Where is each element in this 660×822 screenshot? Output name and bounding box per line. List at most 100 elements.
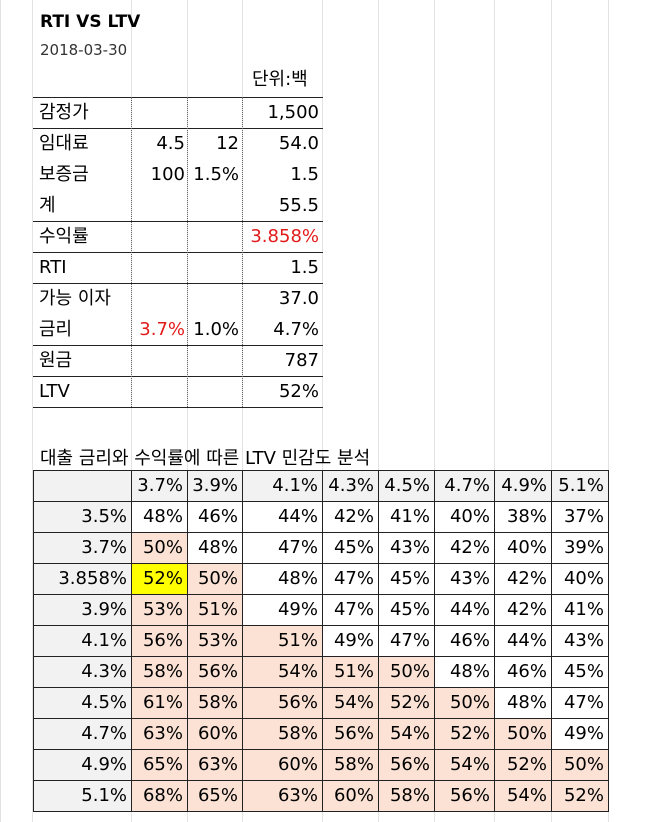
- summary-row-label: 감정가: [39, 102, 89, 123]
- ltv-cell: 63%: [132, 719, 188, 750]
- ltv-cell: 53%: [188, 626, 243, 657]
- ltv-cell: 56%: [132, 626, 188, 657]
- ltv-cell: 58%: [132, 657, 188, 688]
- ltv-cell: 47%: [323, 564, 379, 595]
- table-divider: [131, 97, 132, 407]
- summary-row-a: 4.5: [156, 133, 185, 154]
- col-header: 3.9%: [188, 471, 243, 502]
- ltv-cell: 53%: [132, 595, 188, 626]
- ltv-cell: 63%: [188, 750, 243, 781]
- ltv-cell: 43%: [379, 533, 435, 564]
- summary-row: 보증금 100 1.5% 1.5: [33, 159, 323, 190]
- ltv-cell: 42%: [323, 502, 379, 533]
- summary-row-value: 1,500: [267, 102, 319, 123]
- ltv-cell: 52%: [552, 781, 609, 812]
- unit-label: 단위:백: [252, 69, 308, 90]
- ltv-cell: 65%: [132, 750, 188, 781]
- ltv-cell: 65%: [188, 781, 243, 812]
- corner-cell: [34, 471, 132, 502]
- ltv-cell: 54%: [495, 781, 552, 812]
- ltv-cell: 50%: [495, 719, 552, 750]
- ltv-cell: 56%: [435, 781, 495, 812]
- col-header: 5.1%: [552, 471, 609, 502]
- ltv-cell: 52%: [495, 750, 552, 781]
- summary-row-label: 보증금: [39, 164, 89, 185]
- ltv-cell: 45%: [379, 595, 435, 626]
- ltv-cell: 47%: [323, 595, 379, 626]
- ltv-cell: 51%: [323, 657, 379, 688]
- ltv-cell: 52%: [379, 688, 435, 719]
- summary-row-value: 52%: [278, 381, 319, 402]
- ltv-cell: 41%: [552, 595, 609, 626]
- summary-row-b: 1.5%: [193, 164, 239, 185]
- summary-row: 가능 이자 37.0: [33, 283, 323, 314]
- ltv-cell: 56%: [243, 688, 323, 719]
- ltv-cell: 39%: [552, 533, 609, 564]
- col-header: 4.5%: [379, 471, 435, 502]
- ltv-cell: 58%: [323, 750, 379, 781]
- summary-row: 원금 787: [33, 345, 323, 376]
- row-header: 3.9%: [34, 595, 132, 626]
- ltv-cell: 43%: [435, 564, 495, 595]
- row-header: 4.1%: [34, 626, 132, 657]
- ltv-cell: 54%: [323, 688, 379, 719]
- row-header: 4.7%: [34, 719, 132, 750]
- ltv-cell: 42%: [435, 533, 495, 564]
- row-header: 3.7%: [34, 533, 132, 564]
- ltv-cell: 54%: [435, 750, 495, 781]
- ltv-cell: 47%: [552, 688, 609, 719]
- table-border: [33, 97, 323, 98]
- ltv-cell: 50%: [188, 564, 243, 595]
- summary-row-b: 1.0%: [193, 319, 239, 340]
- col-header: 4.7%: [435, 471, 495, 502]
- row-header: 4.5%: [34, 688, 132, 719]
- ltv-cell: 38%: [495, 502, 552, 533]
- summary-row: RTI 1.5: [33, 252, 323, 283]
- ltv-cell: 42%: [495, 595, 552, 626]
- ltv-cell: 44%: [435, 595, 495, 626]
- ltv-cell: 46%: [495, 657, 552, 688]
- ltv-cell: 40%: [552, 564, 609, 595]
- ltv-cell: 45%: [379, 564, 435, 595]
- ltv-cell: 56%: [323, 719, 379, 750]
- ltv-cell: 46%: [435, 626, 495, 657]
- summary-row-label: 임대료: [39, 133, 89, 154]
- col-header: 4.3%: [323, 471, 379, 502]
- ltv-cell: 52%: [132, 564, 188, 595]
- ltv-cell: 49%: [323, 626, 379, 657]
- ltv-cell: 48%: [435, 657, 495, 688]
- summary-row-label: 가능 이자: [39, 288, 111, 309]
- summary-row-value: 1.5: [290, 164, 319, 185]
- ltv-cell: 56%: [188, 657, 243, 688]
- summary-row-label: 계: [39, 195, 56, 216]
- ltv-cell: 50%: [379, 657, 435, 688]
- ltv-cell: 58%: [243, 719, 323, 750]
- ltv-cell: 44%: [243, 502, 323, 533]
- ltv-cell: 49%: [243, 595, 323, 626]
- summary-row: LTV 52%: [33, 376, 323, 407]
- summary-row-label: RTI: [39, 257, 67, 278]
- table-divider: [242, 97, 243, 407]
- row-header: 3.5%: [34, 502, 132, 533]
- summary-row-value: 54.0: [278, 133, 319, 154]
- table-border: [33, 252, 323, 253]
- summary-row-label: 금리: [39, 319, 73, 340]
- ltv-cell: 40%: [495, 533, 552, 564]
- summary-row: 계 55.5: [33, 190, 323, 221]
- ltv-cell: 45%: [323, 533, 379, 564]
- summary-row-value: 55.5: [278, 195, 319, 216]
- summary-row-a: 100: [150, 164, 185, 185]
- ltv-cell: 44%: [495, 626, 552, 657]
- row-header: 5.1%: [34, 781, 132, 812]
- ltv-cell: 51%: [188, 595, 243, 626]
- ltv-cell: 42%: [495, 564, 552, 595]
- ltv-cell: 48%: [188, 533, 243, 564]
- ltv-cell: 41%: [379, 502, 435, 533]
- sheet-title: RTI VS LTV: [40, 12, 141, 32]
- ltv-cell: 68%: [132, 781, 188, 812]
- ltv-cell: 54%: [379, 719, 435, 750]
- table-border: [33, 345, 323, 346]
- ltv-cell: 58%: [379, 781, 435, 812]
- sensitivity-grid: 3.7% 3.9% 4.1% 4.3% 4.5% 4.7% 4.9% 5.1% 3.5% 48% 4…: [33, 470, 609, 812]
- summary-row-label: LTV: [39, 381, 70, 402]
